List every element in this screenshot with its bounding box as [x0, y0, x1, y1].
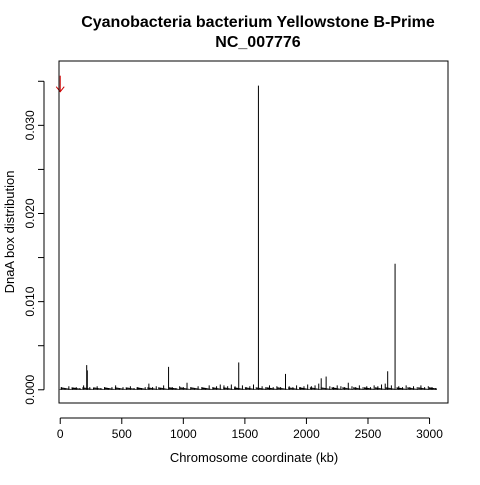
y-tick-label-4: 0.020 — [23, 198, 37, 228]
x-tick-label-3: 1500 — [232, 427, 259, 441]
marker-layer — [55, 75, 65, 93]
axes-layer: 0 500 1000 1500 2000 2500 3000 0.000 0.010 0.020 0… — [23, 80, 443, 441]
y-tick-label-2: 0.010 — [23, 286, 37, 316]
x-tick-label-0: 0 — [57, 427, 64, 441]
bars-layer — [59, 85, 437, 390]
chart-title-line2: NC_007776 — [215, 34, 301, 51]
arrow-head — [55, 86, 65, 93]
x-tick-label-2: 1000 — [170, 427, 197, 441]
chart-title-line1: Cyanobacteria bacterium Yellowstone B-Pr… — [81, 14, 435, 31]
x-axis-label: Chromosome coordinate (kb) — [170, 450, 338, 465]
plot-frame — [58, 60, 449, 404]
x-tick-label-1: 500 — [112, 427, 132, 441]
origin-arrow-marker — [55, 75, 65, 93]
y-tick-label-0: 0.000 — [23, 374, 37, 404]
y-tick-label-6: 0.030 — [23, 110, 37, 140]
x-tick-label-5: 2500 — [355, 427, 382, 441]
x-tick-label-6: 3000 — [416, 427, 443, 441]
x-tick-label-4: 2000 — [293, 427, 320, 441]
y-axis-label: DnaA box distribution — [2, 171, 17, 294]
